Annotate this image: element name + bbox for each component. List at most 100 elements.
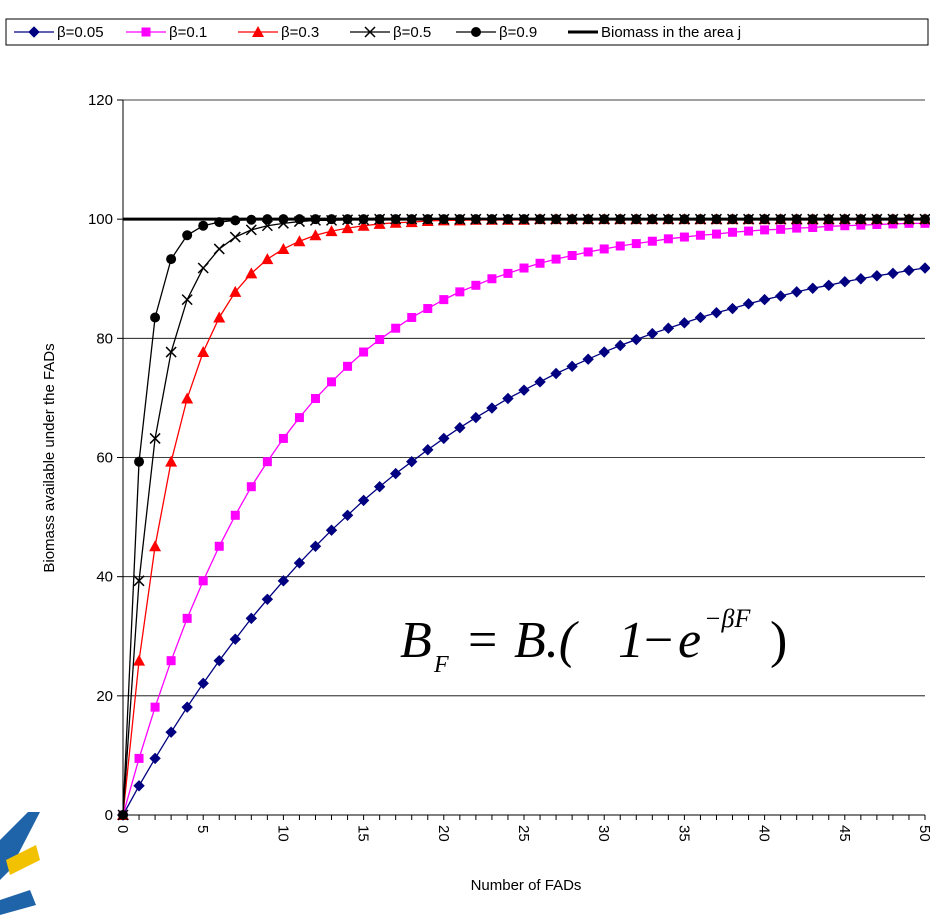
data-point [727,214,738,225]
data-point [776,224,786,234]
data-point [358,214,369,225]
data-point [871,270,883,282]
data-point-stroke [181,294,193,306]
data-point [407,312,417,322]
data-point [261,593,274,606]
formula-annotation: B F = B.( 1 − e −βF ) [400,604,787,678]
data-point [534,376,546,388]
data-point [310,394,320,404]
data-point [343,361,353,371]
data-point [823,279,835,292]
data-point [357,494,370,507]
data-point [150,312,161,323]
data-point [182,613,192,623]
y-tick-label: 40 [96,569,113,586]
data-point [486,214,497,225]
data-point [375,335,385,345]
formula-rhs: B.( [514,612,579,669]
data-point [791,214,802,225]
data-point [198,576,208,586]
data-point [342,214,353,225]
data-point [245,224,257,236]
data-point [150,702,160,712]
data-point [760,225,770,235]
data-point [246,482,256,492]
y-tick-label: 100 [88,211,113,228]
data-point [245,267,258,279]
data-point [519,263,529,273]
legend-marker [364,26,376,38]
data-point [614,339,626,352]
legend-label: β=0.9 [499,24,537,41]
data-point [182,230,193,241]
x-tick-label: 45 [836,825,853,842]
data-point [262,214,273,225]
data-point [277,575,290,587]
data-point [694,311,707,324]
data-point [230,510,240,520]
data-point [310,214,321,225]
data-point [775,214,786,225]
data-point [406,214,417,225]
legend-marker [28,26,40,38]
data-point [919,262,930,274]
y-tick-label: 80 [96,330,113,347]
data-point [422,214,433,225]
data-point [454,422,466,434]
data-point [341,509,354,522]
data-point [743,214,754,225]
data-point [246,214,257,225]
data-point [373,480,386,493]
data-point [519,214,529,225]
data-point [887,267,899,280]
data-point [792,223,802,233]
plot-area: 0 20 40 60 80 100 120 0 5 10 15 20 25 30 35 40 45 50 [88,92,930,842]
data-point [839,276,851,288]
data-point [391,323,401,333]
data-point [710,307,723,319]
data-point [439,295,449,305]
legend-marker [252,26,264,37]
data-point [871,214,882,225]
data-point [631,214,642,225]
data-point [840,221,850,231]
data-point [118,810,128,820]
data-point [903,264,915,277]
data-point [647,236,657,246]
data-point [470,214,481,225]
data-point [567,214,578,225]
data-point [326,214,337,225]
x-tick-label: 5 [194,825,211,833]
data-point [134,753,144,763]
formula-e: e [678,612,701,669]
x-tick-label: 35 [675,825,692,842]
x-tick-label: 15 [355,825,372,842]
data-point [790,286,803,298]
data-point [261,253,274,265]
data-point [213,311,226,323]
data-point-stroke [165,346,177,358]
data-point [293,557,306,569]
data-point [503,268,513,278]
data-point [679,214,690,225]
data-point [663,214,674,225]
data-point [742,298,755,310]
data-point [839,214,850,225]
data-point [872,220,882,230]
data-point [823,214,834,225]
data-point [631,239,641,249]
data-point [245,612,258,625]
data-point [213,654,225,667]
data-point [325,225,338,237]
data-point [327,377,337,387]
data-point [325,524,338,536]
data-point [149,752,161,765]
data-point [728,227,738,237]
data-point [198,220,209,231]
data-point [855,273,867,285]
data-point [278,433,288,443]
x-tick-label: 50 [916,825,930,842]
y-tick-label: 20 [96,688,113,705]
data-point [214,541,224,551]
